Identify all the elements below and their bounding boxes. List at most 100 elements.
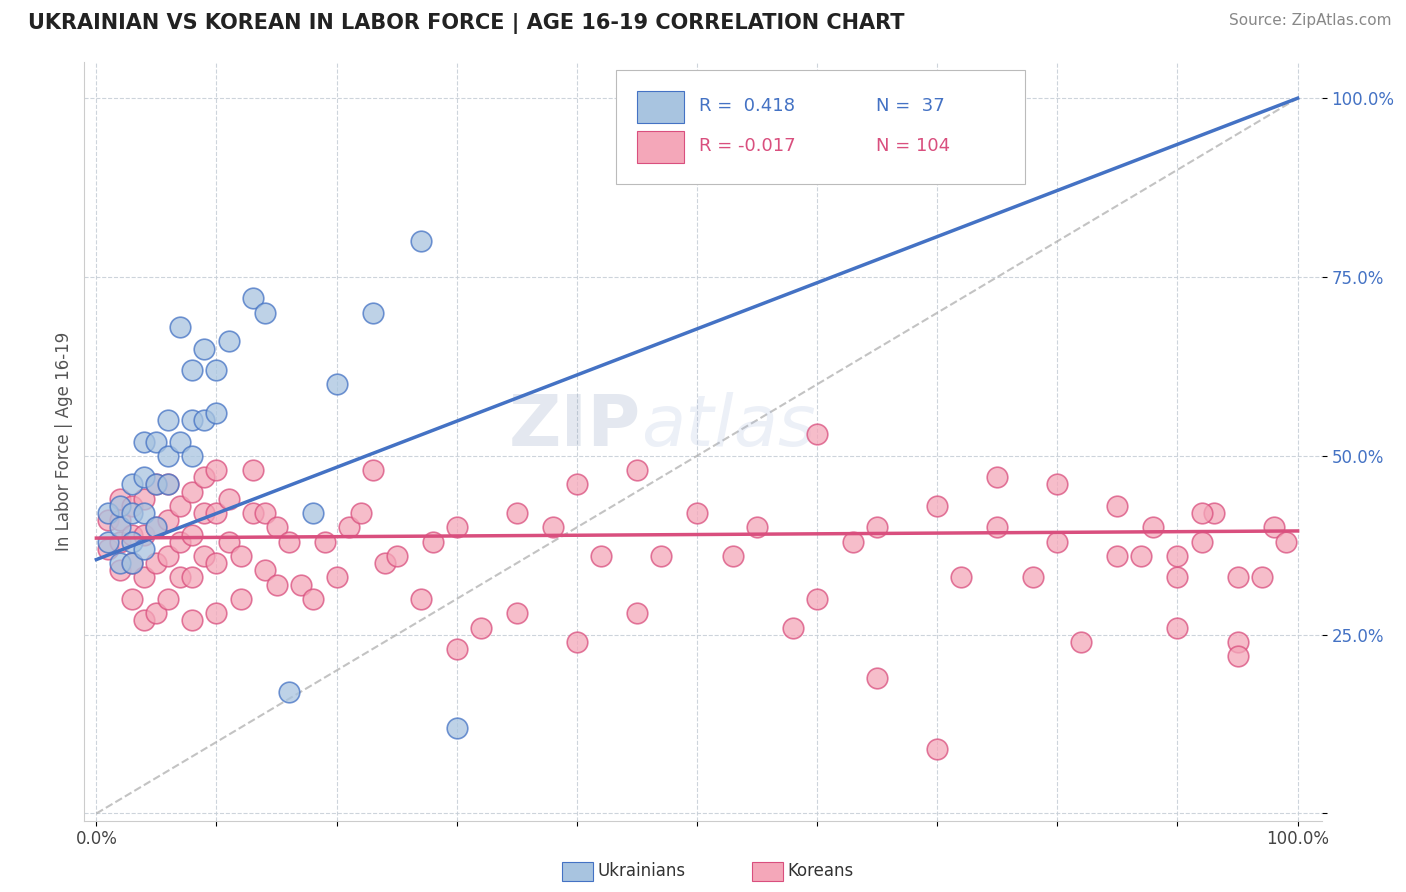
Point (565, 477, 588, 491)
Text: N =  37: N = 37 (876, 96, 945, 115)
Y-axis label: In Labor Force | Age 16-19: In Labor Force | Age 16-19 (55, 332, 73, 551)
Point (121, 556, 143, 570)
Text: Koreans: Koreans (787, 863, 853, 880)
Point (325, 377, 347, 392)
Point (1166, 549, 1188, 563)
Text: UKRAINIAN VS KOREAN IN LABOR FORCE | AGE 16-19 CORRELATION CHART: UKRAINIAN VS KOREAN IN LABOR FORCE | AGE… (28, 13, 904, 35)
Point (134, 434, 156, 449)
Point (134, 506, 156, 520)
Point (337, 520, 360, 534)
Point (121, 527, 143, 541)
Point (446, 520, 468, 534)
Point (110, 499, 132, 513)
Point (110, 513, 132, 527)
Point (314, 534, 336, 549)
Point (157, 413, 180, 427)
Point (266, 577, 288, 591)
Point (110, 556, 132, 570)
Point (1226, 649, 1249, 664)
Point (110, 491, 132, 506)
Point (157, 477, 180, 491)
Point (1250, 570, 1272, 584)
Point (745, 520, 768, 534)
Text: ZIP: ZIP (509, 392, 641, 461)
Point (866, 520, 889, 534)
Point (253, 306, 276, 320)
Point (218, 534, 240, 549)
Point (361, 463, 384, 477)
Point (1107, 499, 1129, 513)
Point (169, 534, 191, 549)
Point (470, 620, 492, 634)
Point (97, 541, 120, 556)
FancyBboxPatch shape (637, 131, 685, 163)
Point (242, 506, 264, 520)
FancyBboxPatch shape (637, 91, 685, 123)
Point (1166, 570, 1188, 584)
Point (446, 721, 468, 735)
Point (242, 463, 264, 477)
Point (374, 556, 396, 570)
Text: R = -0.017: R = -0.017 (699, 136, 796, 155)
Point (350, 506, 373, 520)
Point (361, 306, 384, 320)
Point (1130, 549, 1153, 563)
Point (927, 499, 949, 513)
Point (205, 363, 228, 377)
Point (193, 506, 215, 520)
Point (686, 506, 709, 520)
Point (927, 742, 949, 756)
Point (1142, 520, 1164, 534)
Point (169, 570, 191, 584)
Point (1274, 534, 1296, 549)
Point (134, 541, 156, 556)
Point (218, 491, 240, 506)
FancyBboxPatch shape (616, 70, 1025, 184)
Point (97, 534, 120, 549)
Point (205, 463, 228, 477)
Point (446, 642, 468, 657)
Point (626, 606, 648, 620)
Point (1226, 635, 1249, 649)
Point (1022, 570, 1045, 584)
Point (409, 591, 432, 606)
Text: N = 104: N = 104 (876, 136, 950, 155)
Point (422, 534, 444, 549)
Point (157, 591, 180, 606)
Point (193, 342, 215, 356)
Point (242, 292, 264, 306)
Point (181, 570, 204, 584)
Point (157, 477, 180, 491)
Point (181, 484, 204, 499)
Point (169, 434, 191, 449)
Point (205, 606, 228, 620)
Point (1226, 570, 1249, 584)
Point (253, 506, 276, 520)
Point (145, 520, 167, 534)
Point (145, 477, 167, 491)
Point (121, 591, 143, 606)
Point (134, 491, 156, 506)
Point (409, 234, 432, 248)
Point (806, 591, 828, 606)
Point (253, 563, 276, 577)
Text: Source: ZipAtlas.com: Source: ZipAtlas.com (1229, 13, 1392, 29)
Point (806, 427, 828, 442)
Point (181, 363, 204, 377)
Point (782, 620, 804, 634)
Text: Ukrainians: Ukrainians (598, 863, 686, 880)
Point (205, 406, 228, 420)
Point (301, 506, 323, 520)
Point (626, 463, 648, 477)
Text: R =  0.418: R = 0.418 (699, 96, 796, 115)
Point (121, 534, 143, 549)
Point (1263, 520, 1285, 534)
Point (157, 449, 180, 463)
Point (181, 527, 204, 541)
Point (193, 470, 215, 484)
Point (301, 591, 323, 606)
Point (97, 513, 120, 527)
Point (506, 606, 529, 620)
Point (385, 549, 408, 563)
Point (506, 506, 529, 520)
